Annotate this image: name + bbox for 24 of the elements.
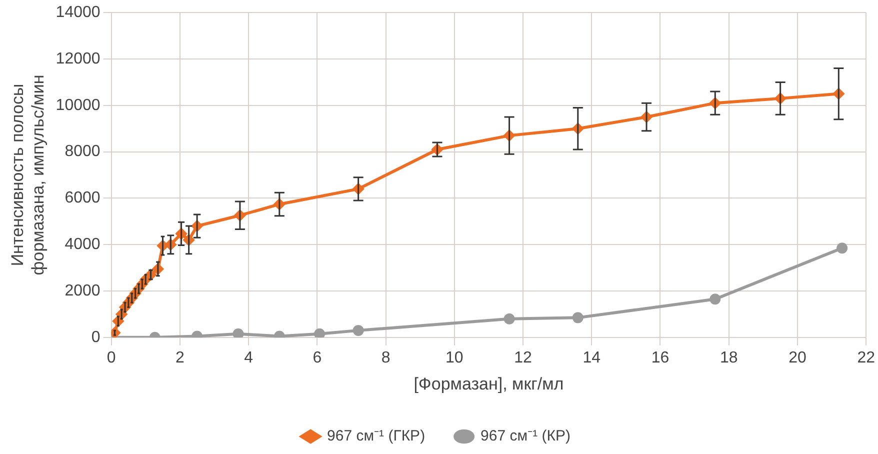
y-tick-label: 12000 xyxy=(56,50,100,68)
y-tick-label: 10000 xyxy=(56,96,100,114)
y-tick-label: 6000 xyxy=(64,190,100,207)
x-tick-label: 16 xyxy=(651,349,670,366)
y-tick-label: 14000 xyxy=(56,4,100,22)
y-tick-label: 4000 xyxy=(64,236,100,254)
y-tick-label: 0 xyxy=(91,328,100,346)
x-tick-label: 18 xyxy=(720,349,738,366)
y-tick-label: 2000 xyxy=(64,282,100,300)
x-tick-label: 20 xyxy=(788,349,806,366)
x-tick-label: 14 xyxy=(582,349,601,366)
legend-label: 967 см⁻¹ (ГКР) xyxy=(327,428,426,445)
y-axis-title: Интенсивность полосы формазана, импульс/мин xyxy=(8,74,48,276)
legend-label: 967 см⁻¹ (КР) xyxy=(480,428,570,445)
x-tick-label: 22 xyxy=(857,349,876,366)
x-tick-label: 8 xyxy=(381,349,390,366)
x-tick-label: 6 xyxy=(312,349,322,366)
x-tick-label: 2 xyxy=(175,349,184,366)
x-tick-label: 10 xyxy=(445,349,464,366)
x-tick-label: 4 xyxy=(244,349,254,366)
y-tick-label: 8000 xyxy=(64,143,100,160)
x-axis-title: [Формазан], мкг/мл xyxy=(414,374,564,394)
x-tick-label: 12 xyxy=(514,349,532,366)
x-tick-label: 0 xyxy=(106,349,116,366)
